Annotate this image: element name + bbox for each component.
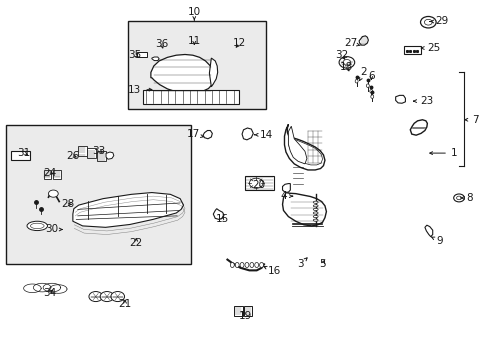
Text: 27: 27	[344, 38, 360, 48]
Text: 32: 32	[335, 50, 348, 60]
Ellipse shape	[313, 201, 318, 203]
Text: 19: 19	[238, 311, 252, 320]
Ellipse shape	[244, 262, 248, 267]
Circle shape	[48, 190, 58, 197]
Text: 35: 35	[128, 50, 142, 60]
Text: 8: 8	[460, 193, 472, 203]
Ellipse shape	[313, 205, 318, 207]
Ellipse shape	[249, 262, 253, 267]
Ellipse shape	[354, 80, 357, 83]
Bar	[137, 51, 147, 57]
Text: 4: 4	[280, 191, 292, 201]
Text: 24: 24	[43, 168, 56, 178]
Bar	[11, 151, 30, 160]
Circle shape	[249, 178, 263, 188]
Polygon shape	[282, 184, 290, 192]
Polygon shape	[242, 128, 253, 140]
Ellipse shape	[313, 212, 318, 214]
Text: 15: 15	[216, 214, 229, 224]
Polygon shape	[358, 36, 367, 45]
Ellipse shape	[366, 84, 368, 87]
Ellipse shape	[30, 223, 44, 229]
Bar	[43, 170, 51, 179]
Polygon shape	[73, 193, 183, 227]
Text: 29: 29	[429, 17, 447, 27]
Text: 12: 12	[232, 38, 246, 48]
Bar	[243, 306, 252, 316]
Bar	[87, 148, 96, 158]
Polygon shape	[395, 95, 405, 103]
Circle shape	[100, 292, 114, 302]
Ellipse shape	[313, 208, 318, 211]
Polygon shape	[152, 57, 159, 60]
Text: 16: 16	[264, 266, 281, 276]
Text: 7: 7	[464, 115, 477, 125]
Polygon shape	[424, 225, 432, 237]
Polygon shape	[284, 125, 325, 170]
Ellipse shape	[230, 262, 234, 267]
Text: 18: 18	[340, 62, 353, 72]
Bar	[128, 22, 266, 109]
Text: 30: 30	[45, 225, 62, 234]
Polygon shape	[106, 152, 114, 159]
Text: 14: 14	[254, 130, 272, 140]
Ellipse shape	[313, 216, 318, 218]
Circle shape	[111, 292, 124, 302]
Polygon shape	[288, 126, 306, 164]
Text: 28: 28	[61, 199, 74, 210]
Text: 26: 26	[66, 150, 80, 161]
Text: 17: 17	[186, 130, 203, 139]
Circle shape	[338, 57, 354, 68]
Ellipse shape	[313, 219, 318, 221]
Bar	[97, 151, 106, 161]
Text: 5: 5	[319, 259, 325, 269]
Polygon shape	[245, 176, 273, 190]
Polygon shape	[288, 127, 322, 165]
Text: 6: 6	[367, 71, 374, 81]
Polygon shape	[151, 54, 214, 93]
Text: 13: 13	[128, 85, 152, 95]
Text: 1: 1	[429, 148, 457, 158]
Text: 25: 25	[420, 43, 439, 53]
Polygon shape	[143, 90, 238, 104]
Polygon shape	[209, 58, 217, 87]
Circle shape	[420, 17, 435, 28]
Bar	[5, 126, 190, 264]
Ellipse shape	[254, 262, 258, 267]
Text: 21: 21	[118, 299, 131, 309]
Polygon shape	[213, 209, 224, 220]
Text: 2: 2	[359, 67, 366, 81]
Ellipse shape	[240, 262, 244, 267]
Text: 36: 36	[155, 40, 168, 49]
Ellipse shape	[370, 95, 373, 98]
Bar	[404, 46, 420, 54]
Text: 31: 31	[18, 148, 31, 158]
Polygon shape	[203, 131, 212, 139]
Text: 34: 34	[43, 288, 56, 298]
Text: 9: 9	[430, 236, 442, 246]
Circle shape	[456, 196, 461, 200]
Ellipse shape	[235, 262, 239, 267]
Text: 3: 3	[297, 258, 306, 269]
Text: 33: 33	[92, 145, 105, 156]
Ellipse shape	[259, 262, 263, 267]
Bar	[78, 145, 86, 156]
Polygon shape	[409, 120, 427, 135]
Ellipse shape	[369, 89, 372, 93]
Text: 23: 23	[413, 96, 432, 106]
Circle shape	[342, 59, 350, 65]
Bar	[233, 306, 242, 316]
Circle shape	[424, 19, 431, 25]
Text: 22: 22	[129, 238, 142, 248]
Text: 10: 10	[187, 7, 201, 20]
Ellipse shape	[27, 221, 47, 230]
Text: 20: 20	[252, 180, 265, 190]
Polygon shape	[282, 193, 326, 226]
Bar	[53, 170, 61, 179]
Circle shape	[453, 194, 464, 202]
Circle shape	[89, 292, 102, 302]
Text: 11: 11	[187, 36, 201, 46]
